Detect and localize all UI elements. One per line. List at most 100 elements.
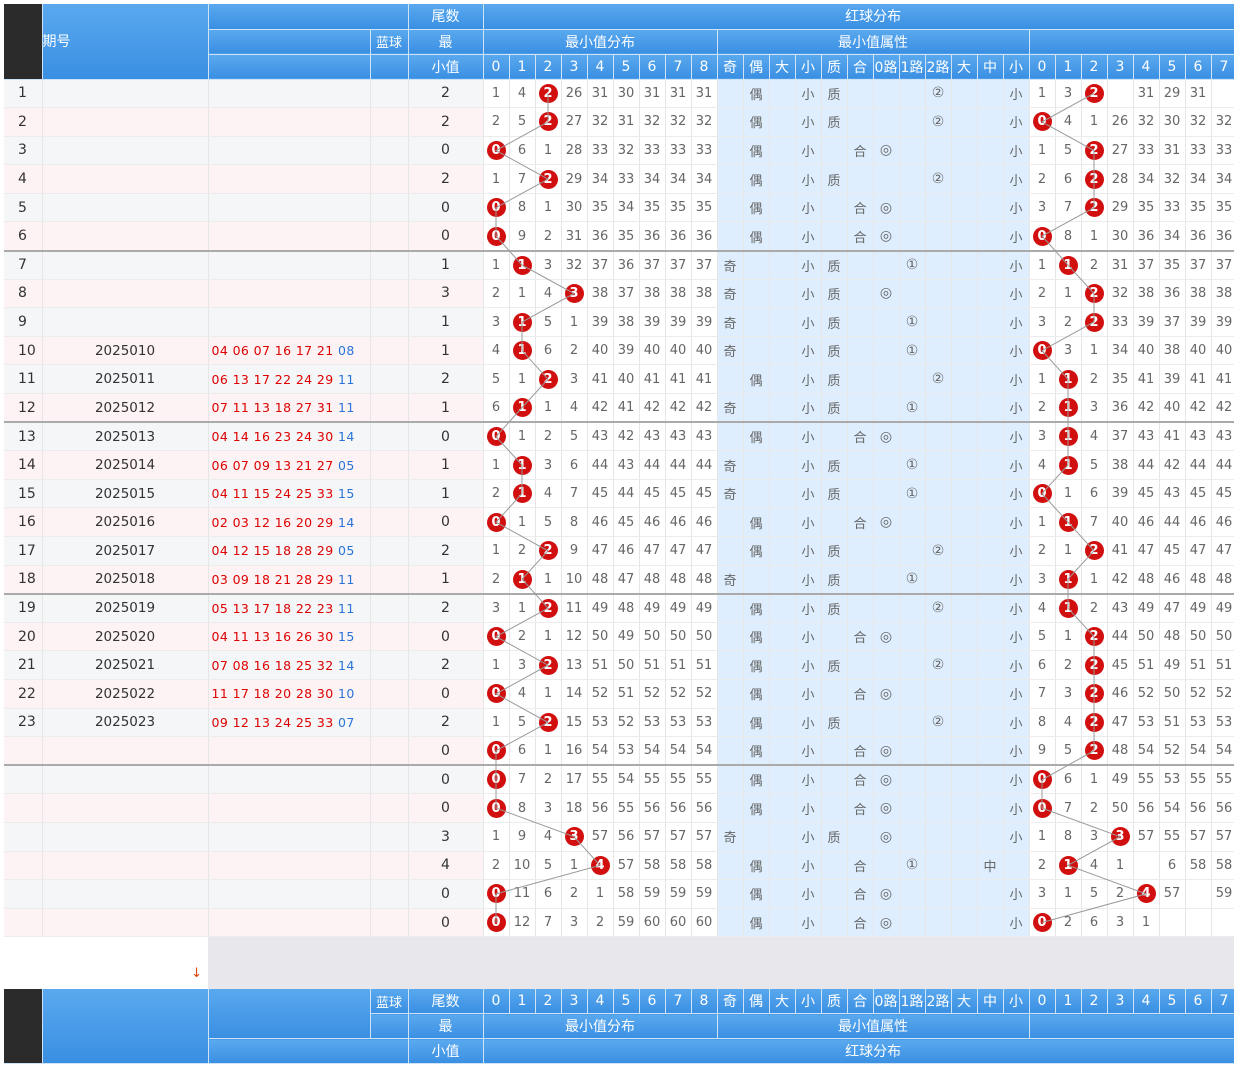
- big-cell: [769, 822, 796, 852]
- min-dist-cell: 5: [535, 507, 562, 537]
- road2-cell: [925, 507, 952, 537]
- blue-cell: [370, 450, 409, 480]
- draw-numbers: 05 13 17 18 22 23 11: [208, 592, 371, 623]
- zone-big-cell: [951, 136, 978, 166]
- road1-cell: [899, 764, 926, 795]
- min-dist-cell: 46: [587, 507, 614, 537]
- road0-cell: ◎: [873, 679, 900, 709]
- road2-cell: [925, 450, 952, 480]
- min-dist-cell: 53: [639, 708, 666, 738]
- red-dist-cell: 7: [1055, 793, 1082, 823]
- numbers-header: [208, 4, 409, 30]
- red-dist-cell: 3: [1055, 79, 1082, 109]
- composite-cell: 合: [847, 507, 874, 537]
- row-number: 9: [4, 307, 43, 337]
- table-row: 1 2 1 4 2 26 31 30 31 31 31 偶小质 ② 小 1 3 2 31 29 31: [4, 79, 1234, 109]
- min-dist-cell: 53: [665, 708, 692, 738]
- min-dist-cell: 42: [639, 393, 666, 423]
- small-cell: 小: [795, 479, 822, 509]
- zone-small-cell: 小: [1003, 679, 1030, 709]
- attr-footer: 合: [847, 988, 874, 1015]
- draw-numbers: 07 08 16 18 25 32 14: [208, 650, 371, 680]
- even-cell: 偶: [743, 764, 770, 795]
- red-dist-cell: 4: [1081, 421, 1108, 452]
- hit-ball: 2: [538, 369, 558, 389]
- min-dist-cell: 2: [535, 221, 562, 252]
- small-cell: 小: [795, 565, 822, 595]
- hit-ball: 0: [486, 427, 506, 447]
- road0-cell: ◎: [873, 822, 900, 852]
- min-dist-cell: 51: [639, 650, 666, 680]
- row-number: 8: [4, 279, 43, 309]
- min-dist-cell: 7: [561, 479, 588, 509]
- prime-cell: [821, 736, 848, 766]
- min-dist-cell: 44: [691, 450, 718, 480]
- prime-cell: 质: [821, 479, 848, 509]
- table-row: 42172293433343434偶小质②小262283432343434: [4, 164, 1234, 194]
- min-dist-cell: 39: [691, 307, 718, 337]
- min-tail: 2: [408, 708, 484, 738]
- red-dist-cell: 38: [1159, 336, 1186, 366]
- red-dist-cell: 46: [1133, 507, 1160, 537]
- even-cell: 偶: [743, 650, 770, 680]
- arrow-down-icon[interactable]: ↓: [191, 965, 202, 981]
- road2-cell: [925, 421, 952, 452]
- min-dist-cell: 4: [535, 479, 562, 509]
- red-dist-cell: 2: [1081, 364, 1108, 395]
- draw-numbers: [208, 736, 371, 766]
- red-dist-cell: 2: [1081, 536, 1108, 566]
- min-dist-cell: 52: [665, 679, 692, 709]
- even-cell: 偶: [743, 793, 770, 823]
- min-dist-cell: 57: [613, 851, 640, 881]
- red-dist-cell: 37: [1159, 307, 1186, 337]
- min-dist-cell: 1: [509, 364, 536, 395]
- red-dist-cell: 32: [1133, 107, 1160, 137]
- zone-mid-cell: [977, 79, 1004, 109]
- min-dist-cell: 5: [509, 708, 536, 738]
- even-cell: 偶: [743, 536, 770, 566]
- red-dist-cell: 45: [1107, 650, 1134, 680]
- red-dist-cell: 34: [1185, 164, 1212, 194]
- road0-cell: [873, 393, 900, 423]
- zone-mid-cell: [977, 592, 1004, 623]
- composite-cell: 合: [847, 764, 874, 795]
- red-dist-cell: 45: [1185, 479, 1212, 509]
- attr-header: 1路: [899, 54, 926, 80]
- min-dist-cell: 34: [639, 164, 666, 194]
- issue-number: 2025010: [42, 336, 209, 366]
- red-dist-cell: 1: [1055, 592, 1082, 623]
- big-cell: [769, 908, 796, 938]
- min-dist-cell: 54: [665, 736, 692, 766]
- red-dist-cell: 9: [1029, 736, 1056, 766]
- small-cell: 小: [795, 364, 822, 395]
- small-cell: 小: [795, 650, 822, 680]
- red-dist-footer: 红球分布: [483, 1038, 1234, 1065]
- row-number: 2: [4, 107, 43, 137]
- red-numbers: 04 12 15 18 28 29: [211, 543, 334, 559]
- even-cell: 偶: [743, 507, 770, 537]
- table-row: 10 2025010 04 06 07 16 17 21 08 1 4 1 6 2 40 39 40…: [4, 336, 1234, 366]
- row-number: 7: [4, 249, 43, 280]
- blue-number: 14: [333, 429, 355, 445]
- min-tail: 0: [408, 679, 484, 709]
- red-dist-cell: 53: [1211, 708, 1234, 738]
- min-dist-cell: 17: [561, 764, 588, 795]
- prime-cell: [821, 851, 848, 881]
- attr-header: 质: [821, 54, 848, 80]
- issue-number: [42, 164, 209, 194]
- red-dist-cell: 40: [1107, 507, 1134, 537]
- even-cell: [743, 307, 770, 337]
- big-cell: [769, 193, 796, 223]
- blue-cell: [370, 650, 409, 680]
- road2-cell: ②: [925, 164, 952, 194]
- odd-cell: 奇: [717, 822, 744, 852]
- min-dist-cell: 41: [691, 364, 718, 395]
- blank-header: [208, 29, 371, 55]
- red-hit-ball: 1: [1058, 369, 1078, 389]
- road0-cell: [873, 708, 900, 738]
- red-dist-cell: 37: [1211, 249, 1234, 280]
- min-dist-cell: 2: [535, 107, 562, 137]
- even-cell: 偶: [743, 193, 770, 223]
- red-dist-cell: 1: [1055, 249, 1082, 280]
- even-cell: 偶: [743, 79, 770, 109]
